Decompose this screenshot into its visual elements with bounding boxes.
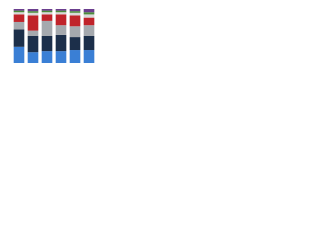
chart [13,9,95,63]
bar-segment [83,25,95,36]
bar-segment [83,17,95,26]
page: {"chart_data": {"type": "stacked-bar", "… [0,0,100,71]
bar-segment [69,9,81,12]
bar-segment [27,9,39,12]
bar-segment [41,20,53,36]
bar-segment [41,10,53,13]
bar-segment [69,15,81,27]
bar-segment [83,36,95,51]
bar-segment [13,10,25,13]
bar-segment [27,11,39,13]
bar-segment [69,50,81,63]
bar-segment [55,34,67,52]
bar-segment [55,10,67,13]
bar-segment [55,12,67,15]
bar-segment [83,14,95,18]
bar-segment [83,50,95,63]
bar-segment [69,11,81,13]
bar-segment [69,26,81,38]
bar-segment [69,12,81,16]
bar-segment [83,9,95,13]
bar-segment [55,51,67,63]
bar-segment [27,52,39,63]
bar-segment [13,29,25,47]
bar-segment [83,12,95,15]
bar-segment [41,12,53,15]
bar-segment [13,9,25,11]
bar-segment [55,9,67,11]
bar-segment [41,9,53,11]
bar-segment [69,37,81,51]
bar-segment [55,14,67,26]
bar-segment [13,21,25,30]
bar-segment [27,36,39,53]
bar-segment [41,36,53,52]
bar-segment [27,15,39,31]
bar-segment [41,51,53,63]
bar-segment [27,12,39,16]
bar-segment [13,12,25,15]
bar-segment [27,30,39,36]
bar-segment [41,14,53,21]
bar-segment [13,46,25,63]
bar-segment [55,25,67,35]
bar-segment [13,14,25,22]
